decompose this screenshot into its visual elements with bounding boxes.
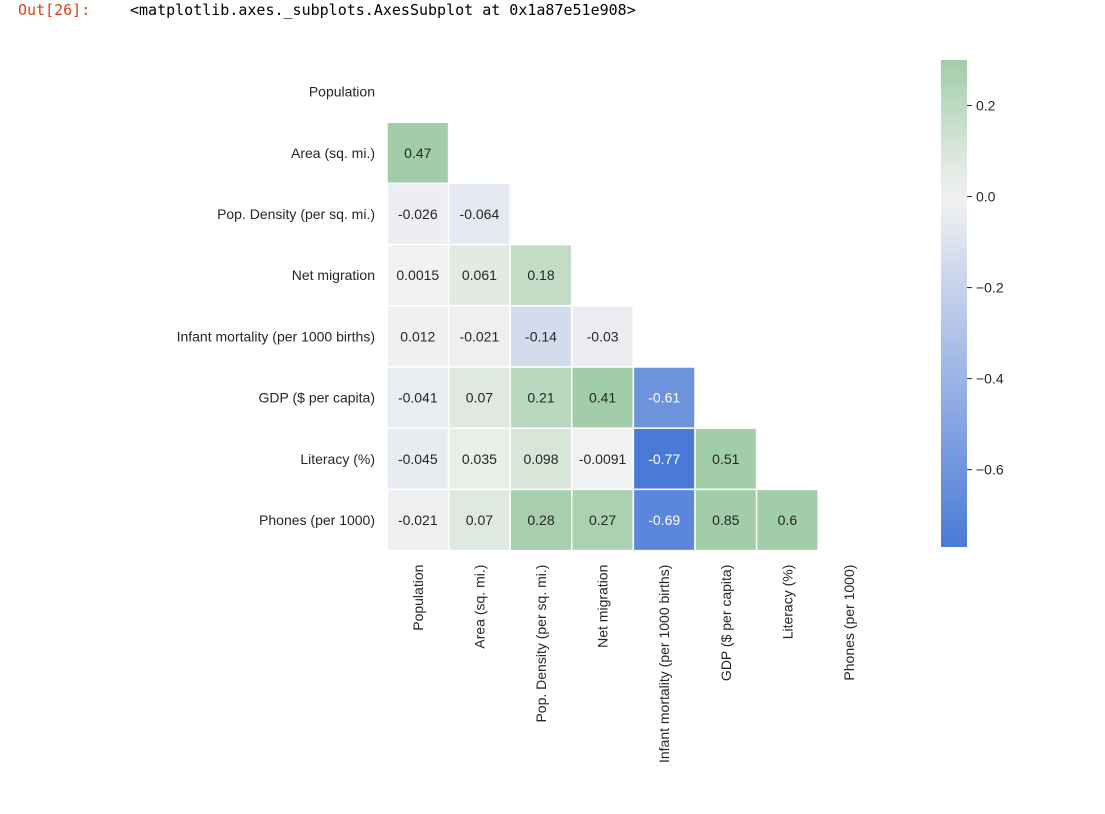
output-repr-text: <matplotlib.axes._subplots.AxesSubplot a… [130,1,636,19]
colorbar-tick-label: −0.2 [976,280,1004,296]
x-tick-label: Population [410,565,426,631]
cell-value-label: 0.28 [527,512,554,528]
x-tick-label: Infant mortality (per 1000 births) [656,565,672,763]
cell-value-label: 0.85 [712,512,739,528]
cell-value-label: 0.27 [589,512,616,528]
heatmap-cell [386,488,450,552]
cell-value-label: 0.51 [712,451,739,467]
cell-value-label: 0.07 [466,512,493,528]
colorbar: 0.2 0.0 −0.2 −0.4 −0.6 [941,60,1004,547]
y-tick-labels: Population Area (sq. mi.) Pop. Density (pe… [177,84,375,528]
colorbar-tick-label: −0.4 [976,371,1004,387]
x-tick-label: Phones (per 1000) [841,565,857,681]
heatmap-cell [447,182,511,246]
heatmap-cell [694,488,758,552]
cell-value-label: -0.045 [398,451,438,467]
cell-value-label: 0.47 [404,145,431,161]
heatmap-cell [632,366,696,429]
y-tick-label: GDP ($ per capita) [259,390,375,406]
y-tick-label: Pop. Density (per sq. mi.) [217,206,375,222]
heatmap-cell [386,182,450,246]
colorbar-tick-label: −0.6 [976,462,1004,478]
heatmap-cell [447,243,511,307]
y-tick-label: Population [309,84,375,100]
heatmap-cell [386,121,450,185]
heatmap-cell [386,427,450,491]
x-tick-labels: Population Area (sq. mi.) Pop. Density (pe… [410,565,857,763]
cell-value-label: 0.18 [527,267,554,283]
cell-value-label: -0.14 [525,328,557,344]
cell-value-label: 0.061 [462,267,497,283]
heatmap-cell [571,488,635,552]
heatmap-cell [571,366,635,429]
cell-value-label: -0.026 [398,206,438,222]
heatmap-cell [447,305,511,368]
cell-value-label: -0.77 [648,451,680,467]
heatmap-cell [755,488,819,552]
y-tick-label: Area (sq. mi.) [291,145,375,161]
cell-value-label: -0.61 [648,390,680,406]
y-tick-label: Net migration [292,267,375,283]
x-tick-label: Area (sq. mi.) [471,565,487,649]
heatmap-cells [386,121,819,552]
y-tick-label: Phones (per 1000) [259,512,375,528]
x-tick-label: Pop. Density (per sq. mi.) [533,565,549,723]
cell-value-label: -0.021 [398,512,438,528]
cell-value-label: -0.064 [460,206,500,222]
cell-value-labels: 0.47 -0.026 -0.064 0.0015 0.061 0.18 0.012 -0.0… [396,145,797,528]
colorbar-tick-label: 0.2 [976,98,996,114]
x-tick-label: Net migration [595,565,611,648]
cell-value-label: 0.6 [778,512,798,528]
cell-value-label: 0.21 [527,390,554,406]
heatmap-cell [694,427,758,491]
heatmap-cell [509,427,573,491]
cell-value-label: -0.021 [460,328,500,344]
heatmap-cell [386,305,450,368]
heatmap-cell [632,488,696,552]
heatmap-cell [571,305,635,368]
heatmap-cell [447,366,511,429]
x-tick-label: Literacy (%) [779,565,795,640]
x-tick-label: GDP ($ per capita) [718,565,734,681]
cell-value-label: 0.012 [400,328,435,344]
heatmap-cell [447,488,511,552]
cell-value-label: -0.69 [648,512,680,528]
cell-value-label: 0.07 [466,390,493,406]
cell-value-label: -0.041 [398,390,438,406]
cell-value-label: 0.035 [462,451,497,467]
cell-value-label: -0.0091 [579,451,627,467]
heatmap-cell [447,427,511,491]
cell-value-label: 0.098 [523,451,558,467]
heatmap-cell [386,366,450,429]
colorbar-gradient [941,60,967,547]
heatmap-cell [509,488,573,552]
y-tick-label: Literacy (%) [300,451,375,467]
heatmap-cell [509,243,573,307]
cell-value-label: 0.0015 [396,267,439,283]
y-tick-label: Infant mortality (per 1000 births) [177,328,375,344]
output-prompt: Out[26]: [18,1,91,19]
cell-value-label: -0.03 [587,328,619,344]
heatmap-cell [509,366,573,429]
cell-value-label: 0.41 [589,390,616,406]
heatmap-cell [632,427,696,491]
colorbar-tick-label: 0.0 [976,189,996,205]
